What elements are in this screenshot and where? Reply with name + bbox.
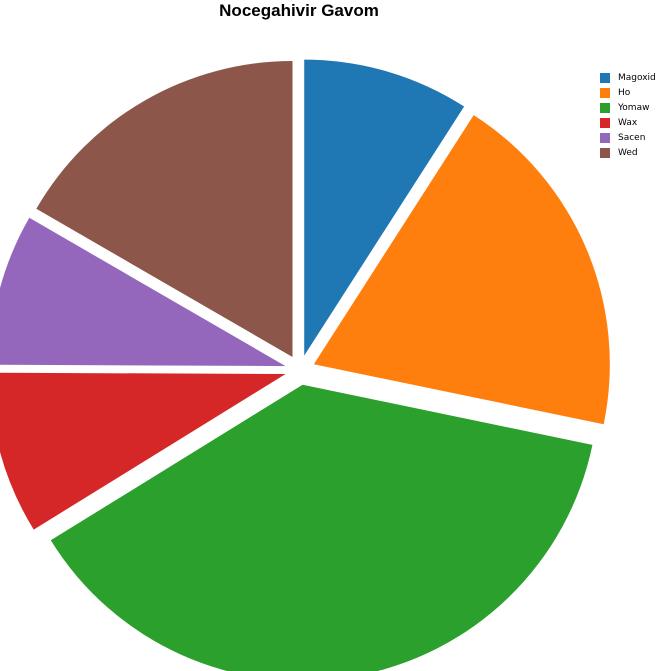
chart-legend: Magoxid Ho Yomaw Wax Sacen Wed <box>600 70 656 160</box>
legend-swatch <box>600 102 610 113</box>
legend-swatch <box>600 72 610 83</box>
legend-label: Magoxid <box>618 72 656 83</box>
pie-slice-magoxid <box>304 59 465 356</box>
legend-label: Yomaw <box>618 102 650 113</box>
pie-slice-yomaw <box>50 384 593 671</box>
legend-label: Sacen <box>618 132 646 143</box>
pie-slices <box>0 59 610 671</box>
pie-slice-wax <box>0 372 286 530</box>
legend-swatch <box>600 87 610 98</box>
legend-label: Ho <box>618 87 631 98</box>
pie-slice-sacen <box>0 217 286 367</box>
legend-label: Wed <box>618 147 638 158</box>
legend-item-wax: Wax <box>600 115 656 130</box>
legend-label: Wax <box>618 117 638 128</box>
legend-item-magoxid: Magoxid <box>600 70 656 85</box>
legend-item-yomaw: Yomaw <box>600 100 656 115</box>
legend-item-ho: Ho <box>600 85 656 100</box>
legend-swatch <box>600 117 610 128</box>
legend-item-wed: Wed <box>600 145 656 160</box>
pie-slice-ho <box>313 115 610 425</box>
legend-item-sacen: Sacen <box>600 130 656 145</box>
chart-title: Nocegahivir Gavom <box>219 1 379 20</box>
pie-slice-wed <box>36 61 293 358</box>
legend-swatch <box>600 147 610 158</box>
legend-swatch <box>600 132 610 143</box>
